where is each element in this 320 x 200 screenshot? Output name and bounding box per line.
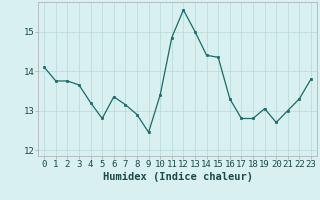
X-axis label: Humidex (Indice chaleur): Humidex (Indice chaleur)	[103, 172, 252, 182]
